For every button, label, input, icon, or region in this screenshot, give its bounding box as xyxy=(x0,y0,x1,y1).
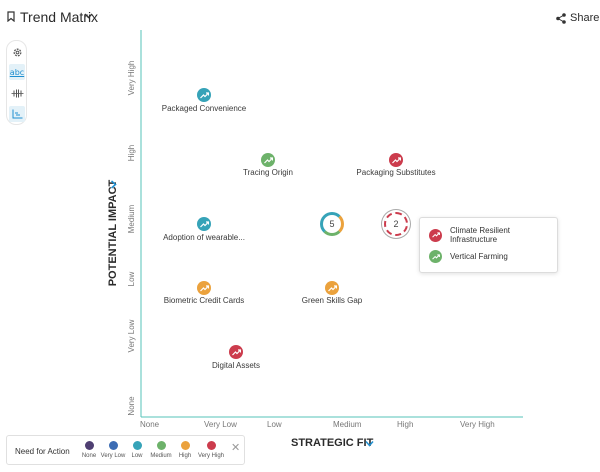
cluster-bubble[interactable]: 5 xyxy=(320,212,344,236)
trend-up-icon xyxy=(429,250,442,263)
trend-point[interactable] xyxy=(197,217,211,231)
legend-panel: Need for Action None Very Low Low Medium… xyxy=(6,435,245,465)
x-tick-label: Medium xyxy=(333,420,362,429)
share-button[interactable]: Share xyxy=(556,10,599,26)
trend-label[interactable]: Packaged Convenience xyxy=(161,104,247,113)
header-bar: Trend Matrix Share xyxy=(0,0,600,34)
legend-title: Need for Action xyxy=(15,447,70,456)
legend-dot xyxy=(206,441,216,450)
trend-point[interactable] xyxy=(389,153,403,167)
legend-dot xyxy=(84,441,94,450)
legend-dot xyxy=(132,441,142,450)
x-tick-label: Low xyxy=(267,420,282,429)
popup-item-label: Vertical Farming xyxy=(450,252,508,261)
trend-up-icon xyxy=(327,284,337,291)
spread-icon xyxy=(11,89,23,97)
close-icon[interactable]: ✕ xyxy=(231,442,241,454)
legend-label: Low xyxy=(131,453,143,459)
legend-item[interactable]: None xyxy=(74,441,104,459)
trend-point[interactable] xyxy=(197,88,211,102)
text-labels-icon: abc xyxy=(9,67,25,77)
x-tick-label: High xyxy=(397,420,414,429)
trend-label[interactable]: Digital Assets xyxy=(211,361,261,370)
trend-up-icon xyxy=(231,348,241,355)
legend-label: Medium xyxy=(150,453,172,459)
share-label: Share xyxy=(570,12,600,24)
y-tick-label: Low xyxy=(127,271,136,287)
chevron-right-icon[interactable] xyxy=(110,180,117,189)
popup-item-label: Climate Resilient Infrastructure xyxy=(450,226,511,244)
legend-label: High xyxy=(178,453,192,459)
trend-up-icon xyxy=(199,284,209,291)
trend-point[interactable] xyxy=(261,153,275,167)
chevron-down-icon[interactable] xyxy=(84,13,93,19)
share-icon xyxy=(556,12,566,24)
legend-dot xyxy=(108,441,118,450)
legend-item[interactable]: Low xyxy=(122,441,152,459)
popup-item[interactable]: Climate Resilient Infrastructure xyxy=(429,226,530,244)
trend-up-icon xyxy=(263,156,273,163)
chevron-down-icon[interactable] xyxy=(365,440,374,447)
legend-dot xyxy=(180,441,190,450)
legend-label: None xyxy=(81,453,97,459)
trend-label[interactable]: Green Skills Gap xyxy=(301,296,363,305)
trend-point[interactable] xyxy=(229,345,243,359)
gear-icon xyxy=(13,48,21,56)
x-tick-label: None xyxy=(140,420,160,429)
legend-label: Very High xyxy=(197,453,224,459)
trend-label[interactable]: Adoption of wearable... xyxy=(163,233,245,242)
view-toolbar: abc xyxy=(6,40,27,125)
legend-item[interactable]: Very High xyxy=(196,441,226,459)
y-axis-title[interactable]: POTENTIAL IMPACT xyxy=(107,179,119,287)
trend-up-icon xyxy=(429,228,442,242)
chart-view-button[interactable] xyxy=(9,106,25,122)
legend-item[interactable]: Very Low xyxy=(98,441,128,459)
chart-icon xyxy=(12,109,22,119)
text-labels-button[interactable]: abc xyxy=(9,64,25,80)
trend-label[interactable]: Tracing Origin xyxy=(243,168,293,177)
y-tick-label: None xyxy=(127,396,136,416)
legend-item[interactable]: Medium xyxy=(146,441,176,459)
legend-item[interactable]: High xyxy=(170,441,200,459)
y-tick-label: Very Low xyxy=(127,319,136,353)
trend-point[interactable] xyxy=(197,281,211,295)
legend-label: Very Low xyxy=(100,453,126,459)
spread-button[interactable] xyxy=(9,85,25,101)
trend-up-icon xyxy=(199,91,209,98)
legend-dot xyxy=(156,441,166,450)
x-tick-label: Very Low xyxy=(204,420,237,429)
trend-label[interactable]: Packaging Substitutes xyxy=(356,168,436,177)
popup-item[interactable]: Vertical Farming xyxy=(429,250,530,263)
x-tick-label: Very High xyxy=(460,420,495,429)
trend-up-icon xyxy=(199,220,209,227)
trend-up-icon xyxy=(391,156,401,163)
bookmark-icon[interactable] xyxy=(7,11,15,22)
cluster-popup: Climate Resilient Infrastructure Vertica… xyxy=(419,217,558,273)
x-axis-title[interactable]: STRATEGIC FIT xyxy=(291,437,374,449)
y-tick-label: Very High xyxy=(127,60,136,96)
settings-button[interactable] xyxy=(9,44,25,60)
page-title[interactable]: Trend Matrix xyxy=(20,9,99,25)
cluster-bubble-selected[interactable]: 2 xyxy=(384,212,408,236)
y-tick-label: Medium xyxy=(127,204,136,234)
trend-label[interactable]: Biometric Credit Cards xyxy=(163,296,245,305)
y-tick-label: High xyxy=(127,144,136,162)
trend-point[interactable] xyxy=(325,281,339,295)
